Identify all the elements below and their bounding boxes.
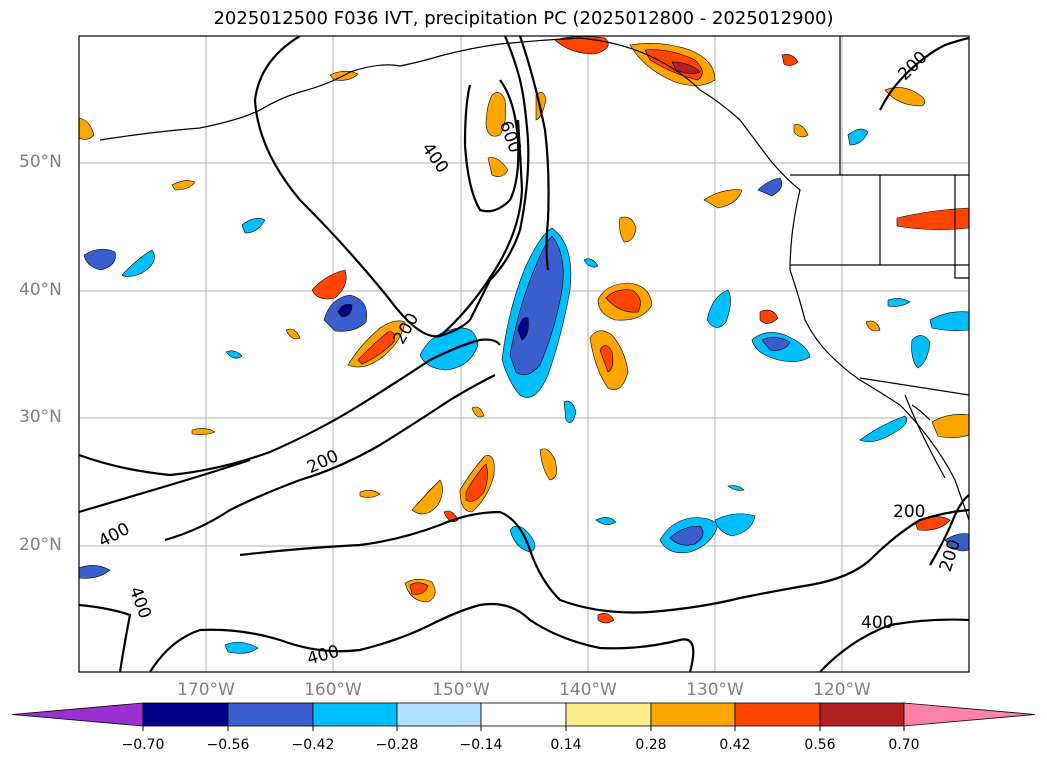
- colorbar-segment: [396, 702, 482, 727]
- lon-label-150w: 150°W: [432, 680, 490, 700]
- positive-precip-anomalies: [79, 36, 969, 624]
- map-panel: 600 400 200 200 400 400 400 400 200 200 …: [78, 35, 970, 673]
- lat-label-30n: 30°N: [19, 407, 62, 427]
- colorbar-extend-max: [903, 702, 1036, 727]
- colorbar-segment: [142, 702, 229, 727]
- lon-label-160w: 160°W: [304, 680, 362, 700]
- lat-label-40n: 40°N: [19, 280, 62, 300]
- lat-label-20n: 20°N: [19, 535, 62, 555]
- contour-label: 400: [861, 613, 893, 633]
- colorbar-tick-label: −0.14: [459, 737, 503, 753]
- colorbar-tick-label: 0.14: [550, 737, 582, 753]
- lon-label-120w: 120°W: [813, 680, 871, 700]
- colorbar: [11, 702, 1036, 731]
- colorbar-tick-label: 0.56: [804, 737, 836, 753]
- lat-label-50n: 50°N: [19, 152, 62, 172]
- colorbar-tick-label: 0.70: [888, 737, 920, 753]
- colorbar-segment: [312, 702, 398, 727]
- ivt-contours: [79, 36, 969, 672]
- colorbar-segment: [734, 702, 821, 727]
- lon-label-170w: 170°W: [177, 680, 235, 700]
- colorbar-segment: [819, 702, 905, 727]
- colorbar-tick-label: 0.42: [719, 737, 751, 753]
- colorbar-extend-min: [11, 702, 144, 727]
- coastlines: [99, 36, 969, 521]
- map-title: 2025012500 F036 IVT, precipitation PC (2…: [213, 8, 834, 29]
- negative-precip-anomalies: [79, 128, 969, 654]
- colorbar-tick-label: −0.56: [206, 737, 250, 753]
- lon-label-140w: 140°W: [559, 680, 617, 700]
- colorbar-ticks: [142, 726, 905, 731]
- contour-label: 200: [893, 502, 925, 522]
- map-frame: [78, 35, 970, 673]
- colorbar-segment: [480, 702, 567, 727]
- colorbar-tick-label: −0.28: [375, 737, 419, 753]
- colorbar-segment: [650, 702, 736, 727]
- colorbar-segment: [565, 702, 652, 727]
- lon-label-130w: 130°W: [686, 680, 744, 700]
- colorbar-segment: [227, 702, 314, 727]
- colorbar-tick-label: −0.42: [291, 737, 335, 753]
- colorbar-tick-label: 0.28: [635, 737, 667, 753]
- colorbar-tick-label: −0.70: [121, 737, 165, 753]
